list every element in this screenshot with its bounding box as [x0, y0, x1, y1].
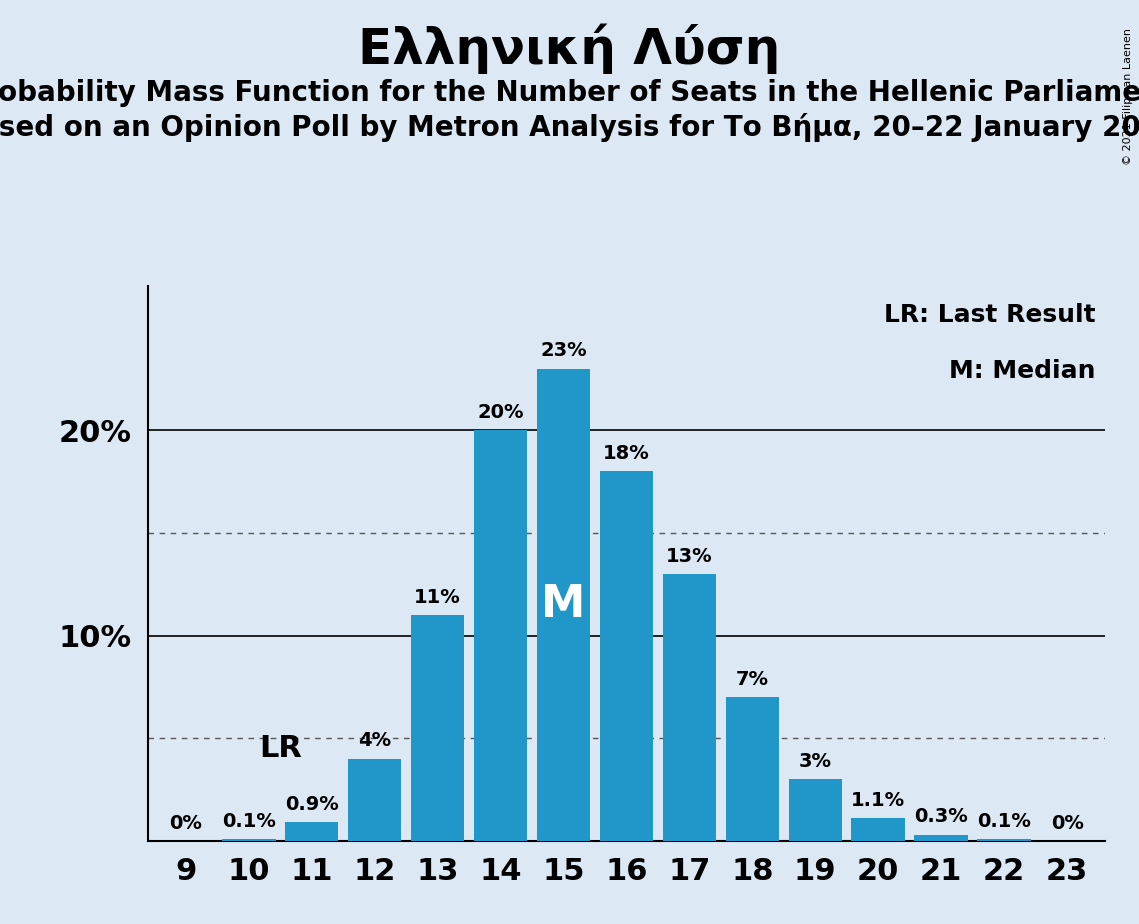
Bar: [788, 779, 842, 841]
Text: Probability Mass Function for the Number of Seats in the Hellenic Parliament: Probability Mass Function for the Number…: [0, 79, 1139, 106]
Bar: [852, 819, 906, 841]
Text: 0%: 0%: [1050, 814, 1083, 833]
Bar: [411, 615, 465, 841]
Text: 7%: 7%: [736, 670, 769, 689]
Bar: [726, 697, 779, 841]
Text: Based on an Opinion Poll by Metron Analysis for Το Βήμα, 20–22 January 2020: Based on an Opinion Poll by Metron Analy…: [0, 113, 1139, 141]
Bar: [285, 822, 338, 841]
Text: 4%: 4%: [358, 732, 391, 750]
Text: LR: LR: [259, 734, 302, 763]
Text: 0.1%: 0.1%: [222, 811, 276, 831]
Text: 0.9%: 0.9%: [285, 796, 338, 814]
Bar: [600, 471, 653, 841]
Text: 11%: 11%: [415, 588, 461, 607]
Text: Ελληνική Λύση: Ελληνική Λύση: [359, 23, 780, 74]
Bar: [474, 431, 527, 841]
Text: M: Median: M: Median: [949, 359, 1096, 383]
Text: 20%: 20%: [477, 403, 524, 422]
Text: M: M: [541, 583, 585, 626]
Bar: [536, 369, 590, 841]
Text: 0.3%: 0.3%: [915, 808, 968, 826]
Text: 0%: 0%: [170, 814, 203, 833]
Text: 23%: 23%: [540, 341, 587, 360]
Bar: [915, 834, 968, 841]
Bar: [347, 759, 401, 841]
Text: 18%: 18%: [603, 444, 650, 463]
Bar: [663, 574, 716, 841]
Text: 3%: 3%: [798, 752, 831, 771]
Text: © 2021 Filip van Laenen: © 2021 Filip van Laenen: [1123, 28, 1133, 164]
Text: 0.1%: 0.1%: [977, 811, 1031, 831]
Bar: [977, 839, 1031, 841]
Text: 13%: 13%: [666, 547, 713, 565]
Text: 1.1%: 1.1%: [851, 791, 906, 810]
Bar: [222, 839, 276, 841]
Text: LR: Last Result: LR: Last Result: [884, 303, 1096, 327]
